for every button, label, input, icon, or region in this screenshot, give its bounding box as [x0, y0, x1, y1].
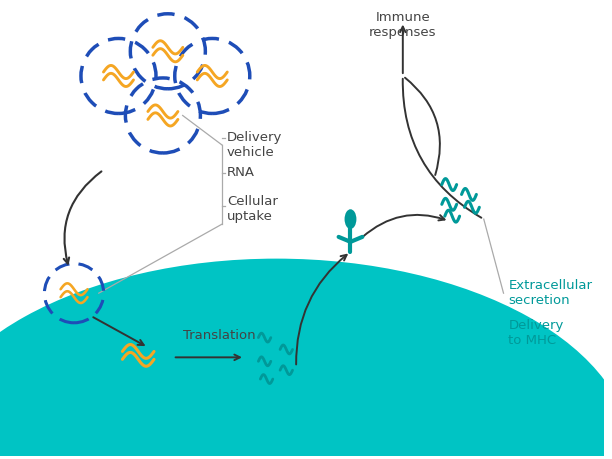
Text: Translation: Translation	[182, 328, 255, 341]
Text: Delivery
vehicle: Delivery vehicle	[227, 131, 283, 159]
Text: Cellular
uptake: Cellular uptake	[227, 195, 278, 223]
Text: RNA: RNA	[227, 165, 255, 179]
Ellipse shape	[0, 259, 612, 459]
Ellipse shape	[345, 210, 356, 230]
Text: Extracellular
secretion: Extracellular secretion	[509, 279, 592, 307]
Text: Delivery
to MHC: Delivery to MHC	[509, 318, 564, 346]
Text: Immune
responses: Immune responses	[369, 11, 436, 39]
